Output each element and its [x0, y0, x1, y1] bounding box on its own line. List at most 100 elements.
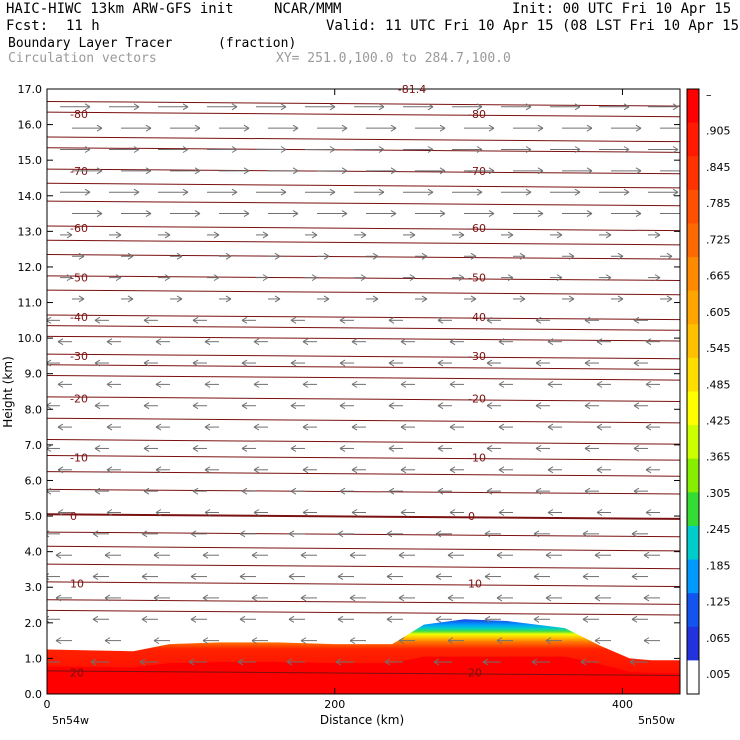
colorbar-swatch: [687, 492, 699, 527]
vector-arrow: [660, 252, 673, 260]
vector-arrow: [562, 252, 575, 260]
org-label: NCAR/MMM: [274, 1, 342, 17]
vector-arrow: [596, 423, 611, 431]
vector-arrow: [72, 295, 85, 303]
vector-arrow: [351, 466, 366, 474]
contour-line: [47, 289, 680, 296]
vector-arrow: [533, 615, 550, 623]
vector-arrow: [153, 551, 170, 559]
x-tick-label: 400: [612, 698, 633, 711]
vector-arrow: [219, 210, 250, 217]
vector-arrow: [403, 188, 434, 196]
vector-arrow: [121, 295, 134, 303]
vector-arrow: [170, 167, 201, 175]
vector-arrow: [388, 445, 403, 452]
vector-arrow: [288, 530, 305, 538]
x-endpoint-right: 5n50w: [638, 714, 675, 727]
field-units: (fraction): [218, 36, 297, 51]
colorbar-label: .785: [706, 197, 731, 210]
colorbar-swatch: [687, 89, 699, 124]
vector-arrow: [611, 210, 642, 217]
vector-arrow: [535, 402, 550, 410]
vector-arrow: [643, 551, 660, 559]
vector-arrow: [121, 210, 152, 217]
vector-arrow: [106, 338, 121, 346]
cross-section-coords: XY= 251.0,100.0 to 284.7,100.0: [276, 51, 511, 66]
colorbar-swatch: [687, 391, 699, 426]
vector-arrow: [55, 551, 72, 559]
vector-arrow: [207, 231, 220, 239]
vector-arrow: [452, 274, 465, 282]
vector-arrow: [47, 615, 60, 623]
vector-arrow: [170, 252, 183, 260]
vector-arrow: [354, 231, 367, 239]
vector-arrow: [582, 530, 599, 538]
vector-arrow: [207, 146, 238, 153]
vector-arrow: [648, 231, 661, 239]
contour-label: 10: [70, 578, 84, 591]
vector-arrow: [596, 338, 611, 346]
colorbar: – .905 .845 .785 .725 .665 .605 .545 .485 .425 .36…: [686, 88, 731, 695]
vector-arrow: [219, 167, 250, 175]
vector-arrow: [398, 594, 415, 602]
vector-arrow: [302, 338, 317, 346]
vector-arrow: [415, 295, 428, 303]
vector-arrow: [550, 274, 563, 282]
vector-arrow: [599, 146, 630, 153]
vector-arrow: [290, 445, 305, 452]
vector-arrow: [501, 188, 532, 196]
y-axis-title: Height (km): [1, 356, 15, 427]
vector-arrow: [57, 509, 72, 516]
vector-arrow: [106, 466, 121, 474]
vector-arrow: [643, 594, 660, 602]
vector-arrow: [596, 466, 611, 474]
contour-label: -80: [70, 108, 88, 121]
colorbar-label: .125: [706, 596, 731, 609]
vector-arrow: [241, 359, 256, 367]
colorbar-swatch: [687, 290, 699, 325]
vector-arrow: [207, 103, 238, 111]
y-tick-label: 2.0: [25, 617, 43, 630]
vector-arrow: [47, 658, 60, 665]
vector-arrow: [155, 466, 170, 474]
vector-arrow: [433, 658, 452, 666]
contour-label: -10: [70, 451, 88, 464]
contour-line: [47, 136, 680, 143]
vector-arrow: [339, 316, 354, 324]
colorbar-swatch: [687, 122, 699, 157]
vector-arrow: [239, 615, 256, 623]
vector-arrow: [239, 530, 256, 538]
vector-arrow: [447, 594, 464, 602]
vector-arrow: [288, 615, 305, 623]
colorbar-swatch: [687, 660, 699, 695]
vector-arrow: [155, 423, 170, 431]
vector-arrow: [633, 487, 648, 495]
vector-arrow: [633, 402, 648, 410]
vector-arrow: [60, 188, 91, 196]
colorbar-label: .485: [706, 378, 731, 391]
vector-arrow: [435, 615, 452, 623]
vector-arrow: [531, 658, 550, 666]
vector-arrow: [629, 658, 648, 666]
contour-label: -60: [70, 222, 88, 235]
vector-arrow: [562, 124, 593, 132]
vector-arrow: [584, 359, 599, 367]
vector-arrow: [158, 103, 189, 111]
vector-arrow: [170, 124, 201, 132]
colorbar-label: .725: [706, 233, 731, 246]
vector-arrow: [366, 210, 397, 217]
vector-arrow: [366, 167, 397, 175]
vector-arrow: [550, 103, 581, 111]
vector-arrow: [388, 487, 403, 495]
colorbar-label: .185: [706, 559, 731, 572]
colorbar-label: .365: [706, 451, 731, 464]
colorbar-swatch: [687, 525, 699, 561]
vector-arrow: [268, 167, 299, 175]
colorbar-label: .305: [706, 487, 731, 500]
vector-arrow: [92, 573, 109, 580]
vector-arrow: [92, 615, 109, 623]
vector-arrow: [449, 338, 464, 346]
vector-arrow: [354, 274, 367, 282]
vector-arrow: [513, 167, 544, 175]
